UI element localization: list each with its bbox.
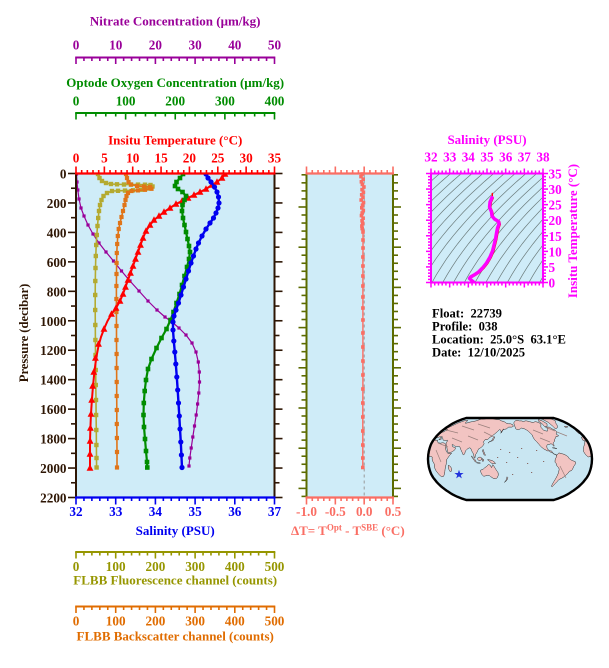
svg-text:2000: 2000 <box>40 461 67 476</box>
svg-text:36: 36 <box>228 504 242 519</box>
svg-text:0: 0 <box>73 151 80 166</box>
svg-text:Profile: 038: Profile: 038 <box>432 320 498 334</box>
svg-text:35: 35 <box>549 167 563 182</box>
svg-text:100: 100 <box>106 559 126 574</box>
svg-text:100: 100 <box>116 94 136 109</box>
svg-text:5: 5 <box>101 151 108 166</box>
svg-text:20: 20 <box>549 213 563 228</box>
svg-text:Nitrate Concentration (μm/kg): Nitrate Concentration (μm/kg) <box>90 14 261 29</box>
svg-text:0: 0 <box>73 559 80 574</box>
svg-text:0: 0 <box>73 94 80 109</box>
svg-text:35: 35 <box>189 504 203 519</box>
svg-text:10: 10 <box>549 244 563 259</box>
svg-text:400: 400 <box>265 94 285 109</box>
svg-text:25: 25 <box>211 151 225 166</box>
svg-text:32: 32 <box>69 504 83 519</box>
svg-text:200: 200 <box>146 559 166 574</box>
svg-text:25: 25 <box>549 198 563 213</box>
svg-text:300: 300 <box>185 614 205 629</box>
svg-text:FLBB Fluorescence channel (cou: FLBB Fluorescence channel (counts) <box>73 573 277 588</box>
svg-text:0.0: 0.0 <box>356 504 373 519</box>
svg-text:-0.5: -0.5 <box>325 504 346 519</box>
svg-text:20: 20 <box>149 38 163 53</box>
svg-text:10: 10 <box>126 151 140 166</box>
svg-text:36: 36 <box>499 150 513 165</box>
svg-text:200: 200 <box>47 196 67 211</box>
svg-text:33: 33 <box>443 150 457 165</box>
svg-text:300: 300 <box>215 94 235 109</box>
svg-text:Insitu Temperature (°C): Insitu Temperature (°C) <box>565 164 580 298</box>
svg-text:ΔT= TOpt - TSBE (°C): ΔT= TOpt - TSBE (°C) <box>291 523 405 539</box>
svg-text:500: 500 <box>265 614 285 629</box>
svg-text:20: 20 <box>183 151 197 166</box>
svg-text:1400: 1400 <box>40 373 67 388</box>
svg-text:Date: 12/10/2025: Date: 12/10/2025 <box>432 346 525 360</box>
svg-text:10: 10 <box>109 38 123 53</box>
svg-text:400: 400 <box>47 225 67 240</box>
svg-text:1200: 1200 <box>40 343 67 358</box>
svg-text:35: 35 <box>268 151 282 166</box>
svg-text:5: 5 <box>549 260 556 275</box>
svg-text:0.5: 0.5 <box>385 504 402 519</box>
svg-text:400: 400 <box>225 559 245 574</box>
svg-text:600: 600 <box>47 255 67 270</box>
svg-text:100: 100 <box>106 614 126 629</box>
svg-text:34: 34 <box>149 504 163 519</box>
svg-text:1800: 1800 <box>40 432 67 447</box>
svg-text:200: 200 <box>165 94 185 109</box>
svg-text:34: 34 <box>462 150 476 165</box>
svg-text:Location: 25.0°S 63.1°E: Location: 25.0°S 63.1°E <box>432 333 566 347</box>
svg-text:-1.0: -1.0 <box>296 504 317 519</box>
svg-text:33: 33 <box>109 504 123 519</box>
svg-text:400: 400 <box>225 614 245 629</box>
svg-text:1000: 1000 <box>40 314 67 329</box>
svg-text:300: 300 <box>185 559 205 574</box>
svg-text:500: 500 <box>265 559 285 574</box>
svg-text:2200: 2200 <box>40 491 67 506</box>
svg-text:0: 0 <box>73 614 80 629</box>
svg-text:15: 15 <box>155 151 169 166</box>
svg-text:200: 200 <box>146 614 166 629</box>
svg-text:37: 37 <box>518 150 532 165</box>
svg-text:Float: 22739: Float: 22739 <box>432 307 502 321</box>
svg-text:Salinity (PSU): Salinity (PSU) <box>447 132 526 147</box>
svg-text:800: 800 <box>47 284 67 299</box>
svg-text:37: 37 <box>268 504 282 519</box>
svg-text:Pressure (decibar): Pressure (decibar) <box>17 284 31 383</box>
svg-text:1600: 1600 <box>40 402 67 417</box>
svg-text:Salinity (PSU): Salinity (PSU) <box>136 523 215 538</box>
svg-text:32: 32 <box>424 150 438 165</box>
svg-text:Optode Oxygen Concentration (μ: Optode Oxygen Concentration (μm/kg) <box>66 75 284 90</box>
svg-text:30: 30 <box>549 182 563 197</box>
svg-text:0: 0 <box>73 38 80 53</box>
svg-text:50: 50 <box>268 38 282 53</box>
svg-text:15: 15 <box>549 229 563 244</box>
svg-text:35: 35 <box>480 150 494 165</box>
svg-text:FLBB Backscatter channel (coun: FLBB Backscatter channel (counts) <box>77 629 274 644</box>
svg-text:0: 0 <box>549 276 556 291</box>
svg-text:30: 30 <box>240 151 254 166</box>
svg-text:38: 38 <box>536 150 550 165</box>
svg-text:Insitu Temperature (°C): Insitu Temperature (°C) <box>108 133 242 148</box>
svg-text:40: 40 <box>228 38 242 53</box>
svg-text:0: 0 <box>60 167 67 182</box>
svg-text:30: 30 <box>189 38 203 53</box>
